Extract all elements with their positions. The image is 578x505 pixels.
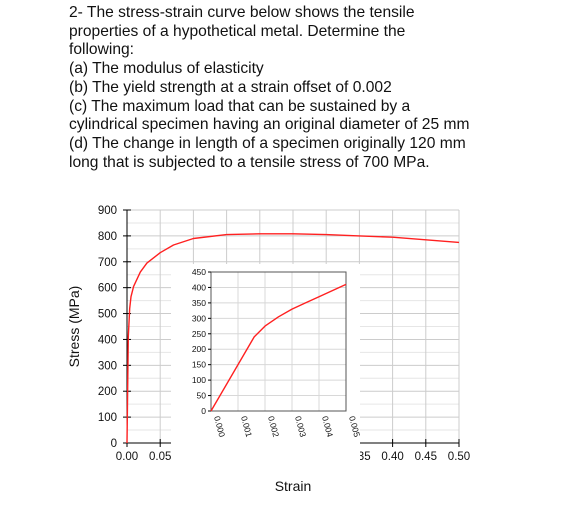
x-tick-label: 0.00 bbox=[116, 451, 138, 463]
y-axis-title: Stress (MPa) bbox=[66, 286, 82, 368]
question-line: (b) The yield strength at a strain offse… bbox=[69, 78, 392, 96]
inset-y-tick-label: 100 bbox=[192, 375, 206, 385]
inset-y-tick-label: 150 bbox=[192, 360, 206, 370]
y-tick-label: 400 bbox=[98, 334, 117, 346]
inset-y-tick-label: 350 bbox=[192, 298, 206, 308]
y-tick-label: 900 bbox=[98, 205, 117, 217]
inset-y-tick-label: 50 bbox=[197, 391, 207, 401]
y-tick-label: 700 bbox=[98, 257, 117, 269]
question-line: long that is subjected to a tensile stre… bbox=[69, 153, 430, 171]
y-tick-label: 0 bbox=[111, 438, 117, 450]
inset-y-tick-label: 200 bbox=[192, 344, 206, 354]
question-line: 2- The stress-strain curve below shows t… bbox=[69, 4, 415, 21]
inset-y-tick-label: 300 bbox=[192, 313, 206, 323]
question-line: following: bbox=[69, 41, 135, 59]
x-tick-label: 0.45 bbox=[415, 451, 437, 463]
inset-elastic-curve bbox=[210, 283, 347, 412]
question-line: (c) The maximum load that can be sustain… bbox=[69, 97, 411, 115]
inset-frame bbox=[210, 271, 347, 412]
y-tick-label: 300 bbox=[98, 360, 117, 372]
y-tick-label: 500 bbox=[98, 309, 117, 321]
y-tick-label: 200 bbox=[98, 386, 117, 398]
y-tick-label: 600 bbox=[98, 283, 117, 295]
inset-y-tick-label: 0 bbox=[201, 406, 206, 416]
inset-y-tick-label: 450 bbox=[192, 267, 206, 277]
question-line: (d) The change in length of a specimen o… bbox=[69, 134, 466, 152]
question-text: 2- The stress-strain curve below shows t… bbox=[69, 4, 569, 172]
x-tick-label: 0.50 bbox=[448, 451, 470, 463]
inset-y-tick-label: 250 bbox=[192, 329, 206, 339]
question-line: cylindrical specimen having an original … bbox=[69, 116, 470, 134]
y-tick-label: 800 bbox=[98, 231, 117, 243]
x-tick-label: 0.40 bbox=[381, 451, 403, 463]
stress-strain-curve bbox=[126, 233, 460, 444]
x-tick-label: 0.05 bbox=[149, 451, 171, 463]
y-tick-label: 100 bbox=[98, 412, 117, 424]
inset-y-tick-label: 400 bbox=[192, 282, 206, 292]
question-line: properties of a hypothetical metal. Dete… bbox=[69, 22, 406, 40]
question-line: (a) The modulus of elasticity bbox=[69, 60, 264, 78]
x-axis-title: Strain bbox=[275, 478, 312, 494]
